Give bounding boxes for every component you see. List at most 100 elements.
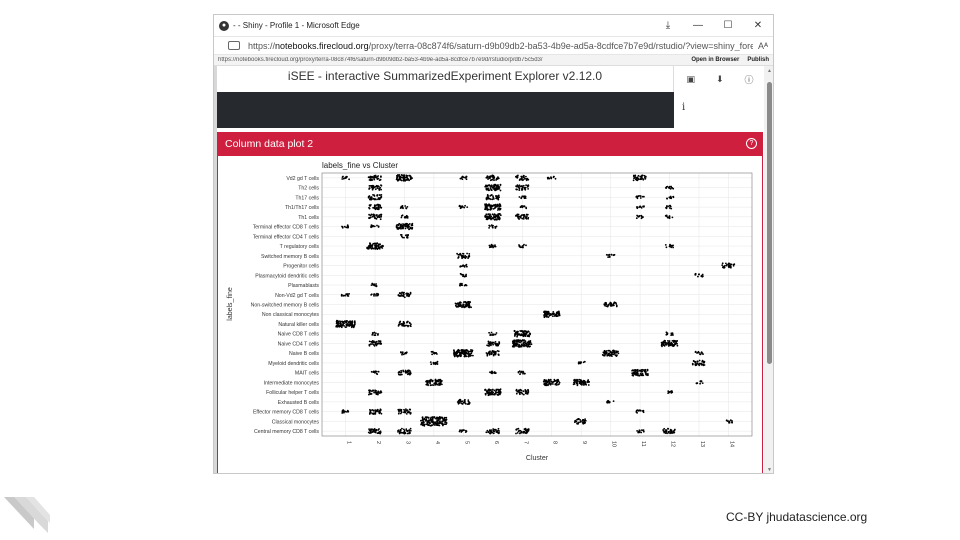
data-point [495, 332, 498, 334]
data-point [371, 340, 374, 342]
data-point [377, 340, 380, 342]
data-point [408, 294, 410, 297]
point-cluster [397, 427, 412, 435]
data-point [632, 179, 635, 182]
site-label[interactable]: jhudatascience.org [766, 510, 868, 524]
data-point [524, 344, 527, 347]
data-point [484, 392, 487, 395]
open-in-browser-button[interactable]: Open in Browser [691, 57, 740, 63]
data-point [368, 340, 371, 343]
data-point [665, 205, 668, 207]
lock-icon[interactable] [228, 41, 240, 50]
data-point [336, 325, 339, 327]
data-point [520, 333, 523, 336]
data-point [580, 420, 582, 423]
data-point [642, 429, 644, 432]
help-icon[interactable]: ⓘ [744, 74, 754, 85]
maximize-button[interactable]: ☐ [723, 20, 733, 31]
data-point [491, 334, 493, 336]
data-point [369, 389, 372, 392]
data-point [697, 350, 700, 353]
publish-button[interactable]: Publish [747, 57, 769, 63]
column-data-plot[interactable]: labels_fine vs Cluster Central memory CD… [218, 156, 762, 474]
data-point [402, 370, 405, 373]
data-point [604, 301, 607, 304]
data-point [634, 372, 636, 375]
data-point [348, 324, 351, 327]
data-point [605, 253, 608, 256]
data-point [462, 305, 465, 308]
data-point [528, 342, 530, 345]
data-point [439, 382, 442, 385]
data-point [670, 197, 672, 199]
data-point [551, 313, 554, 315]
data-point [488, 244, 491, 247]
page-scrollbar[interactable]: ▲ ▼ [764, 66, 773, 473]
address-bar[interactable]: https://notebooks.firecloud.org/proxy/te… [214, 36, 773, 55]
info-icon[interactable]: i [682, 102, 686, 113]
data-point [582, 421, 585, 423]
data-point [613, 301, 616, 304]
data-point [432, 423, 435, 426]
panel-help-icon[interactable]: ? [746, 138, 757, 149]
data-point [701, 273, 704, 276]
data-point [668, 207, 671, 209]
scroll-down-icon[interactable]: ▼ [767, 467, 772, 473]
data-point [404, 216, 407, 219]
data-point [515, 392, 518, 395]
data-point [640, 176, 643, 179]
data-point [699, 382, 701, 385]
url-prefix: https:// [248, 40, 276, 51]
data-point [669, 243, 671, 246]
data-point [492, 350, 495, 353]
scroll-thumb[interactable] [767, 82, 772, 364]
data-point [456, 354, 459, 357]
data-point [397, 325, 400, 327]
point-cluster [519, 205, 528, 210]
data-point [515, 333, 517, 336]
data-point [554, 383, 557, 385]
image-export-icon[interactable]: ▣ [686, 73, 695, 84]
data-point [341, 412, 344, 414]
x-tick-labels: 1 2 3 4 5 6 7 8 9 10 11 12 13 14 [346, 441, 735, 447]
minimize-button[interactable]: — [693, 20, 703, 31]
data-point [454, 302, 457, 305]
data-point [639, 409, 642, 412]
data-point [492, 341, 495, 344]
data-point [697, 275, 699, 278]
data-point [462, 253, 465, 255]
data-point [462, 275, 464, 278]
data-point [464, 300, 466, 303]
scroll-up-icon[interactable]: ▲ [767, 68, 772, 74]
read-aloud-button[interactable]: Aᴬ [757, 40, 769, 51]
data-point [661, 341, 664, 344]
data-point [485, 198, 488, 200]
download-status-icon[interactable]: ⤓ [665, 20, 671, 31]
data-point [376, 178, 379, 180]
data-point [667, 343, 670, 346]
data-point [667, 216, 669, 219]
data-point [520, 345, 523, 348]
data-point [467, 300, 470, 303]
data-point [367, 195, 370, 198]
data-point [380, 391, 383, 394]
data-point [431, 353, 433, 356]
data-point [497, 344, 499, 347]
data-point [498, 203, 501, 205]
data-point [521, 206, 524, 209]
data-point [486, 204, 488, 206]
data-point [489, 213, 491, 216]
data-point [645, 176, 647, 178]
data-point [370, 198, 373, 201]
download-icon[interactable]: ⬇ [715, 73, 724, 84]
close-button[interactable]: ✕ [753, 20, 763, 31]
data-point [516, 432, 519, 434]
data-point [640, 207, 643, 209]
data-point [459, 265, 462, 268]
data-point [339, 324, 342, 327]
data-point [464, 349, 466, 352]
data-point [485, 188, 488, 191]
data-point [519, 432, 521, 435]
data-point [406, 430, 409, 432]
url-text[interactable]: https://notebooks.firecloud.org/proxy/te… [248, 41, 753, 51]
